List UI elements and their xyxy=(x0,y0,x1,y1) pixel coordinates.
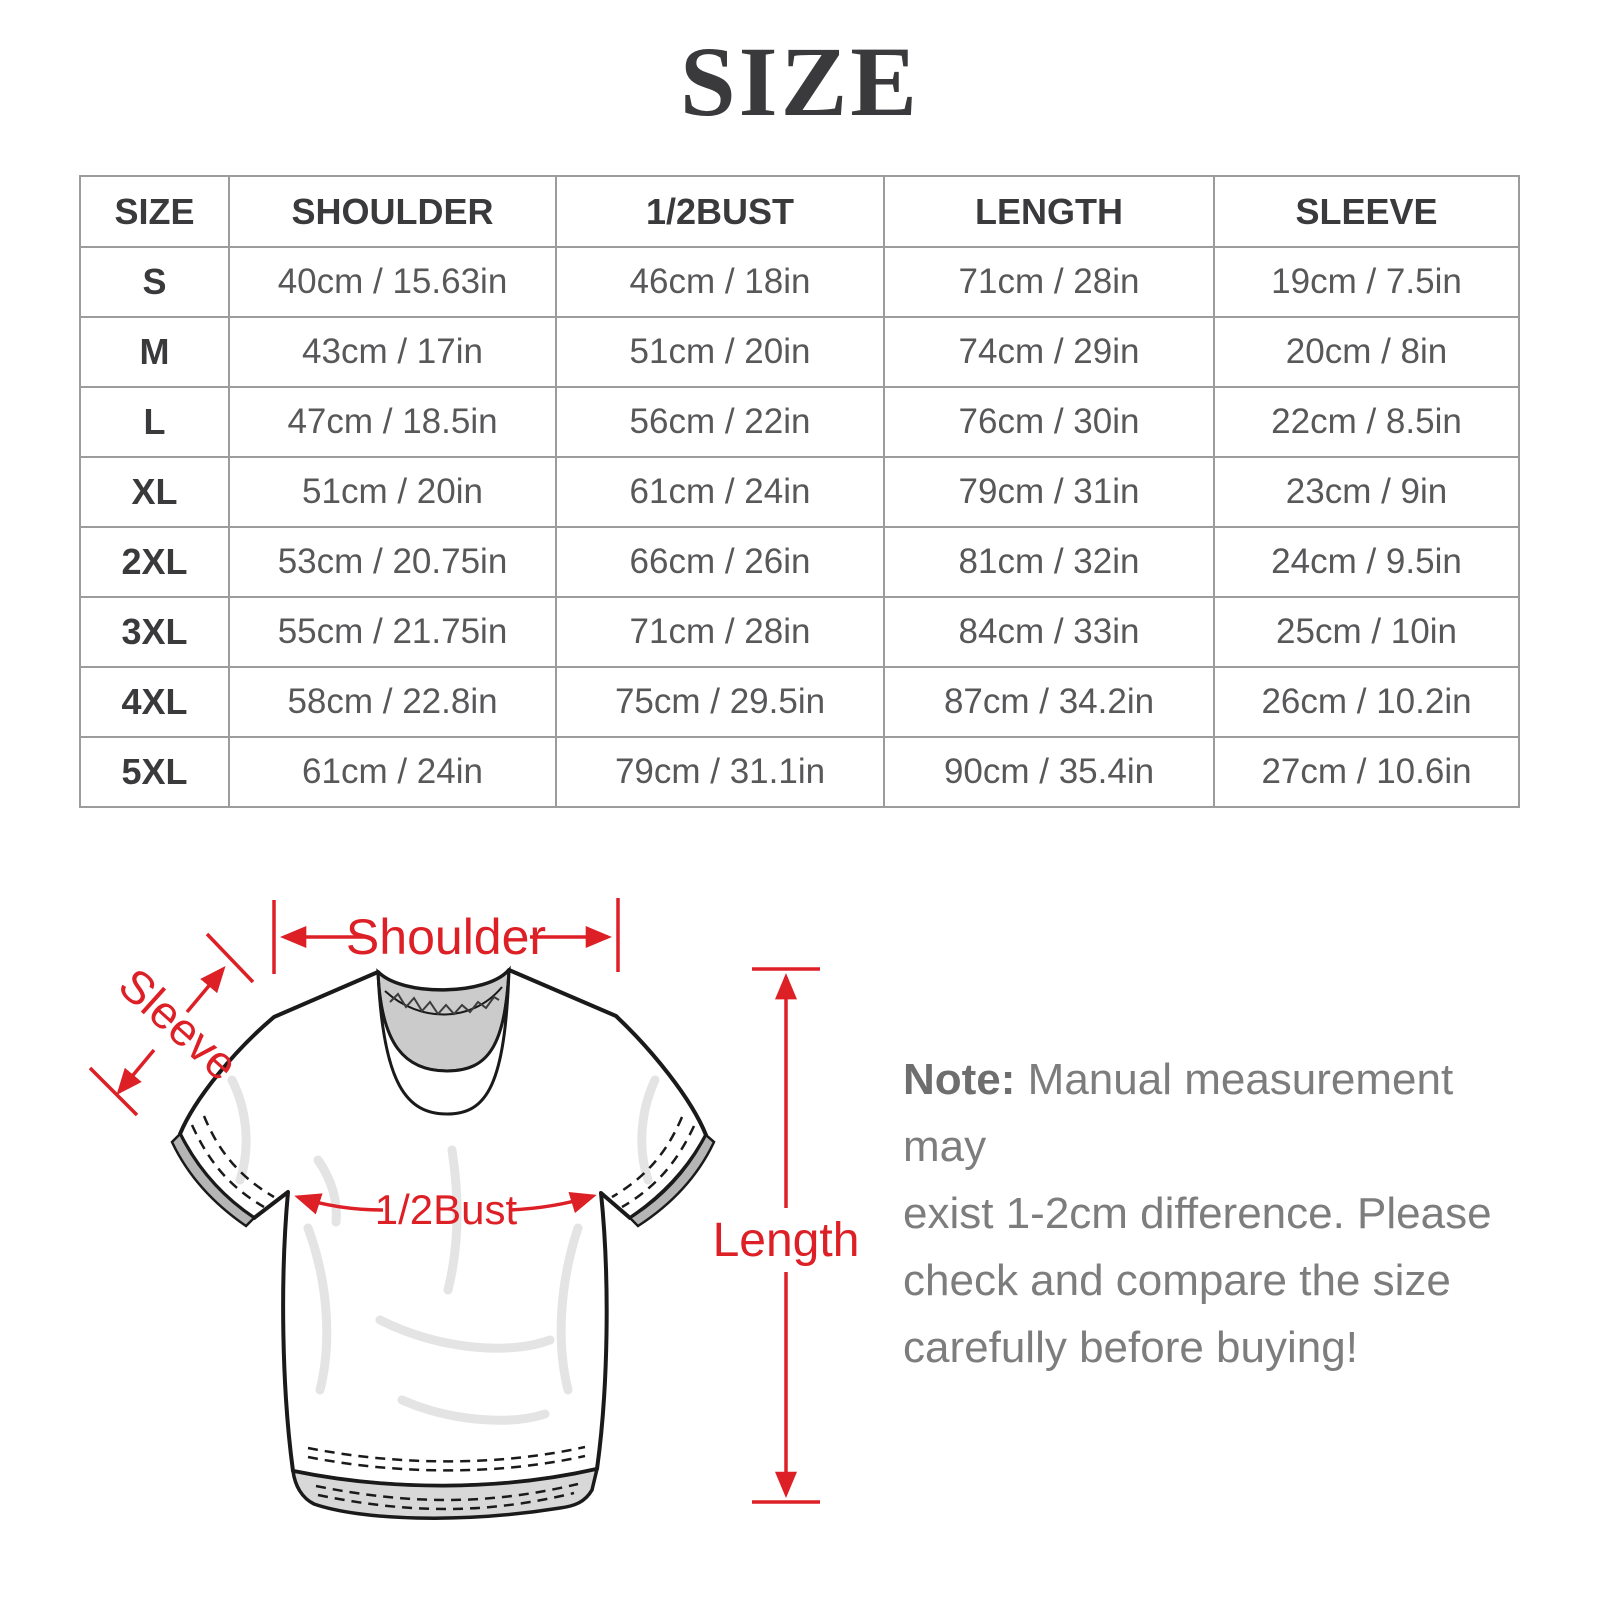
collar-zigzag-stitch xyxy=(389,992,500,1016)
length-cell: 76cm / 30in xyxy=(883,386,1215,458)
length-measure-arrow: Length xyxy=(713,967,860,1504)
bust-cell: 46cm / 18in xyxy=(555,246,885,318)
size-cell: 2XL xyxy=(79,526,230,598)
table-row: 4XL 58cm / 22.8in 75cm / 29.5in 87cm / 3… xyxy=(79,666,1520,738)
right-cuff-stitch xyxy=(611,1116,684,1199)
column-header-bust: 1/2BUST xyxy=(555,175,885,248)
length-cell: 71cm / 28in xyxy=(883,246,1215,318)
length-cell: 90cm / 35.4in xyxy=(883,736,1215,808)
left-cuff-stitch xyxy=(190,1124,265,1209)
table-row: M 43cm / 17in 51cm / 20in 74cm / 29in 20… xyxy=(79,316,1520,388)
shoulder-cell: 58cm / 22.8in xyxy=(228,666,557,738)
sleeve-cell: 27cm / 10.6in xyxy=(1213,736,1520,808)
table-row: S 40cm / 15.63in 46cm / 18in 71cm / 28in… xyxy=(79,246,1520,318)
size-cell: 4XL xyxy=(79,666,230,738)
column-header-length: LENGTH xyxy=(883,175,1215,248)
tshirt-illustration xyxy=(170,965,716,1520)
size-cell: 3XL xyxy=(79,596,230,668)
shoulder-cell: 55cm / 21.75in xyxy=(228,596,557,668)
table-row: XL 51cm / 20in 61cm / 24in 79cm / 31in 2… xyxy=(79,456,1520,528)
bust-cell: 66cm / 26in xyxy=(555,526,885,598)
bust-cell: 71cm / 28in xyxy=(555,596,885,668)
right-cuff-lip xyxy=(628,1133,716,1228)
sleeve-cell: 24cm / 9.5in xyxy=(1213,526,1520,598)
shoulder-cell: 40cm / 15.63in xyxy=(228,246,557,318)
sleeve-cell: 25cm / 10in xyxy=(1213,596,1520,668)
table-row: 5XL 61cm / 24in 79cm / 31.1in 90cm / 35.… xyxy=(79,736,1520,808)
bust-cell: 51cm / 20in xyxy=(555,316,885,388)
hem-stitch-upper xyxy=(307,1445,586,1463)
table-row: 3XL 55cm / 21.75in 71cm / 28in 84cm / 33… xyxy=(79,596,1520,668)
right-cuff-stitch xyxy=(621,1125,696,1209)
table-row: 2XL 53cm / 20.75in 66cm / 26in 81cm / 32… xyxy=(79,526,1520,598)
size-cell: 5XL xyxy=(79,736,230,808)
page-title: SIZE xyxy=(680,26,920,137)
size-cell: L xyxy=(79,386,230,458)
length-cell: 87cm / 34.2in xyxy=(883,666,1215,738)
bust-label: 1/2Bust xyxy=(375,1186,518,1233)
shoulder-cell: 47cm / 18.5in xyxy=(228,386,557,458)
collar-back-seam xyxy=(384,986,503,1016)
sleeve-cell: 19cm / 7.5in xyxy=(1213,246,1520,318)
size-table: SIZE SHOULDER 1/2BUST LENGTH SLEEVE S 40… xyxy=(79,175,1520,808)
bust-measure-arrow: 1/2Bust xyxy=(294,1186,597,1233)
hem-band xyxy=(291,1467,599,1520)
hem-stitch-lower xyxy=(317,1491,575,1511)
column-header-sleeve: SLEEVE xyxy=(1213,175,1520,248)
table-header-row: SIZE SHOULDER 1/2BUST LENGTH SLEEVE xyxy=(79,175,1520,248)
table-row: L 47cm / 18.5in 56cm / 22in 76cm / 30in … xyxy=(79,386,1520,458)
sleeve-label: Sleeve xyxy=(109,958,248,1091)
shoulder-cell: 51cm / 20in xyxy=(228,456,557,528)
note-text: Note: Manual measurement may exist 1-2cm… xyxy=(903,1055,1492,1372)
column-header-size: SIZE xyxy=(79,175,230,248)
shoulder-cell: 61cm / 24in xyxy=(228,736,557,808)
sleeve-cell: 23cm / 9in xyxy=(1213,456,1520,528)
size-cell: XL xyxy=(79,456,230,528)
sleeve-cell: 20cm / 8in xyxy=(1213,316,1520,388)
column-header-shoulder: SHOULDER xyxy=(228,175,557,248)
left-cuff-lip xyxy=(170,1131,256,1228)
tshirt-measurement-diagram: Shoulder Sleeve 1/2Bust Length xyxy=(88,898,860,1520)
length-cell: 84cm / 33in xyxy=(883,596,1215,668)
length-label: Length xyxy=(713,1214,860,1267)
collar-front-band xyxy=(376,969,511,1116)
bust-cell: 75cm / 29.5in xyxy=(555,666,885,738)
left-cuff-stitch xyxy=(202,1115,275,1199)
size-cell: M xyxy=(79,316,230,388)
length-cell: 74cm / 29in xyxy=(883,316,1215,388)
shoulder-cell: 53cm / 20.75in xyxy=(228,526,557,598)
bust-cell: 79cm / 31.1in xyxy=(555,736,885,808)
size-cell: S xyxy=(79,246,230,318)
note-label: Note: xyxy=(903,1055,1016,1104)
sleeve-cell: 22cm / 8.5in xyxy=(1213,386,1520,458)
hem-stitch-lower xyxy=(315,1482,579,1502)
bust-cell: 56cm / 22in xyxy=(555,386,885,458)
hem-stitch-upper xyxy=(307,1454,586,1472)
shoulder-label: Shoulder xyxy=(346,909,546,965)
fabric-wrinkles xyxy=(227,1075,660,1425)
shoulder-measure-arrow: Shoulder xyxy=(272,898,620,974)
length-cell: 79cm / 31in xyxy=(883,456,1215,528)
length-cell: 81cm / 32in xyxy=(883,526,1215,598)
bust-cell: 61cm / 24in xyxy=(555,456,885,528)
sleeve-cell: 26cm / 10.2in xyxy=(1213,666,1520,738)
shoulder-cell: 43cm / 17in xyxy=(228,316,557,388)
